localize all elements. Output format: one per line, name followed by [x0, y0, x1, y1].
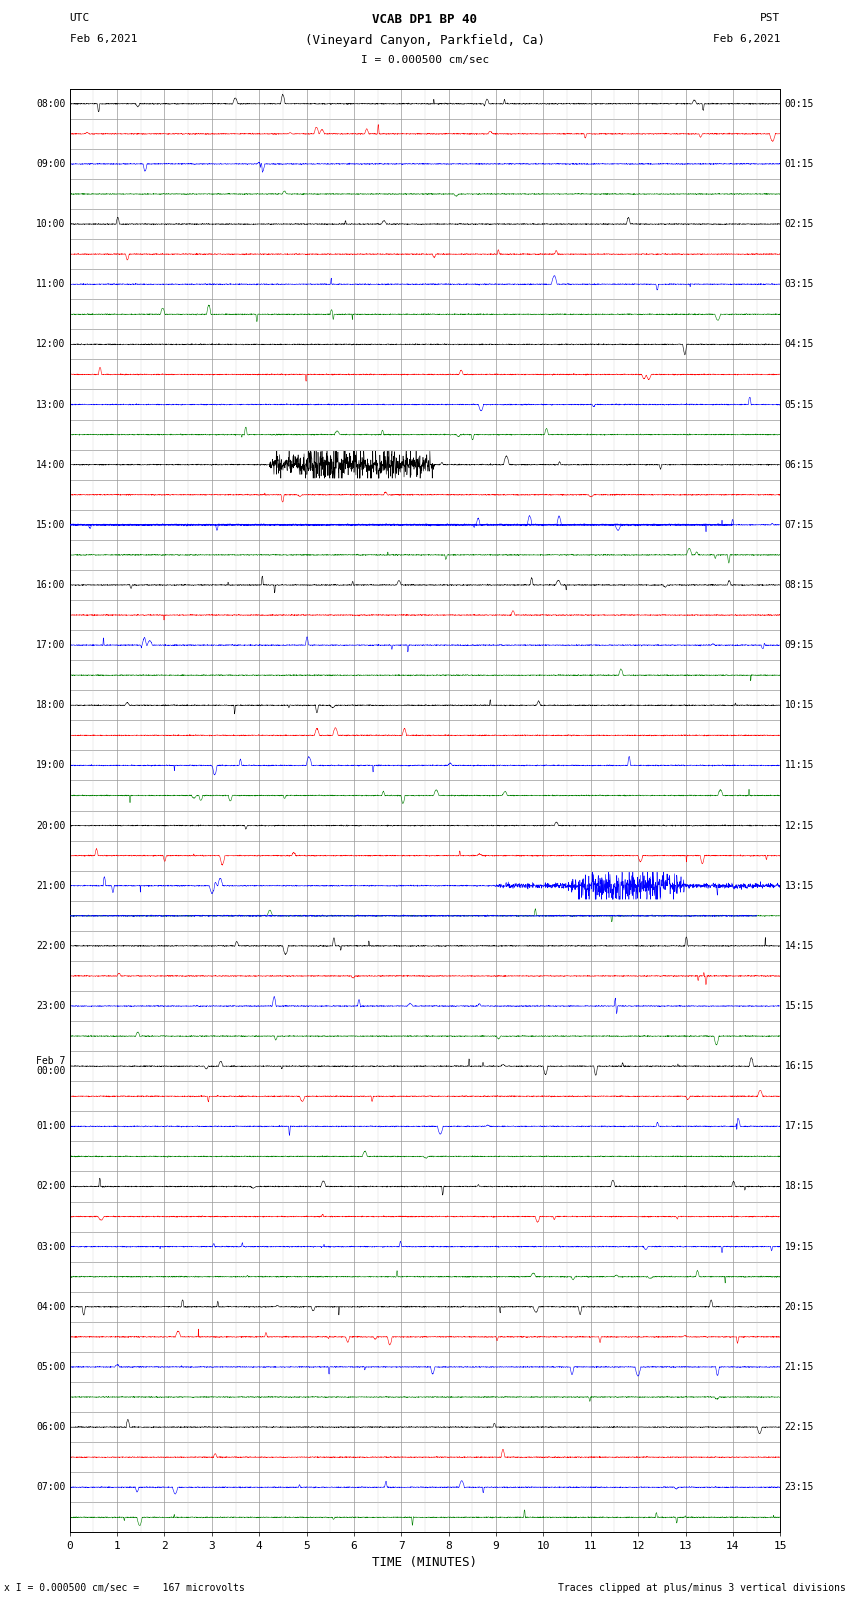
Text: VCAB DP1 BP 40: VCAB DP1 BP 40 [372, 13, 478, 26]
Text: 11:15: 11:15 [785, 760, 814, 771]
Text: PST: PST [760, 13, 780, 23]
Text: 22:00: 22:00 [36, 940, 65, 952]
Text: UTC: UTC [70, 13, 90, 23]
Text: x I = 0.000500 cm/sec =    167 microvolts: x I = 0.000500 cm/sec = 167 microvolts [4, 1582, 245, 1594]
Text: 17:15: 17:15 [785, 1121, 814, 1131]
Text: 16:15: 16:15 [785, 1061, 814, 1071]
Text: Feb 7: Feb 7 [36, 1057, 65, 1066]
Text: 05:00: 05:00 [36, 1361, 65, 1373]
Text: 09:00: 09:00 [36, 160, 65, 169]
Text: 23:00: 23:00 [36, 1002, 65, 1011]
Text: 21:15: 21:15 [785, 1361, 814, 1373]
Text: 07:15: 07:15 [785, 519, 814, 529]
Text: 06:00: 06:00 [36, 1423, 65, 1432]
Text: 22:15: 22:15 [785, 1423, 814, 1432]
Text: 19:15: 19:15 [785, 1242, 814, 1252]
Text: 09:15: 09:15 [785, 640, 814, 650]
Text: 02:15: 02:15 [785, 219, 814, 229]
Text: 23:15: 23:15 [785, 1482, 814, 1492]
Text: 12:15: 12:15 [785, 821, 814, 831]
Text: 01:15: 01:15 [785, 160, 814, 169]
Text: Feb 6,2021: Feb 6,2021 [713, 34, 780, 44]
Text: (Vineyard Canyon, Parkfield, Ca): (Vineyard Canyon, Parkfield, Ca) [305, 34, 545, 47]
Text: 14:00: 14:00 [36, 460, 65, 469]
Text: I = 0.000500 cm/sec: I = 0.000500 cm/sec [361, 55, 489, 65]
Text: 15:00: 15:00 [36, 519, 65, 529]
Text: 21:00: 21:00 [36, 881, 65, 890]
Text: 03:15: 03:15 [785, 279, 814, 289]
Text: 06:15: 06:15 [785, 460, 814, 469]
Text: 04:15: 04:15 [785, 339, 814, 350]
Text: 03:00: 03:00 [36, 1242, 65, 1252]
X-axis label: TIME (MINUTES): TIME (MINUTES) [372, 1555, 478, 1568]
Text: 05:15: 05:15 [785, 400, 814, 410]
Text: 19:00: 19:00 [36, 760, 65, 771]
Text: 12:00: 12:00 [36, 339, 65, 350]
Text: 10:00: 10:00 [36, 219, 65, 229]
Text: 18:00: 18:00 [36, 700, 65, 710]
Text: 02:00: 02:00 [36, 1181, 65, 1192]
Text: 04:00: 04:00 [36, 1302, 65, 1311]
Text: 13:15: 13:15 [785, 881, 814, 890]
Text: 01:00: 01:00 [36, 1121, 65, 1131]
Text: Feb 6,2021: Feb 6,2021 [70, 34, 137, 44]
Text: 17:00: 17:00 [36, 640, 65, 650]
Text: 08:00: 08:00 [36, 98, 65, 108]
Text: 00:15: 00:15 [785, 98, 814, 108]
Text: 20:15: 20:15 [785, 1302, 814, 1311]
Text: 18:15: 18:15 [785, 1181, 814, 1192]
Text: Traces clipped at plus/minus 3 vertical divisions: Traces clipped at plus/minus 3 vertical … [558, 1582, 846, 1594]
Text: 14:15: 14:15 [785, 940, 814, 952]
Text: 10:15: 10:15 [785, 700, 814, 710]
Text: 08:15: 08:15 [785, 581, 814, 590]
Text: 07:00: 07:00 [36, 1482, 65, 1492]
Text: 16:00: 16:00 [36, 581, 65, 590]
Text: 15:15: 15:15 [785, 1002, 814, 1011]
Text: 20:00: 20:00 [36, 821, 65, 831]
Text: 11:00: 11:00 [36, 279, 65, 289]
Text: 00:00: 00:00 [36, 1066, 65, 1076]
Text: 13:00: 13:00 [36, 400, 65, 410]
